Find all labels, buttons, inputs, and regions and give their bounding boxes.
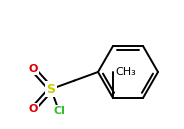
Text: CH₃: CH₃	[115, 67, 136, 77]
Text: O: O	[28, 64, 38, 74]
Text: Cl: Cl	[53, 106, 65, 116]
Text: S: S	[47, 83, 56, 96]
Text: O: O	[28, 104, 38, 114]
